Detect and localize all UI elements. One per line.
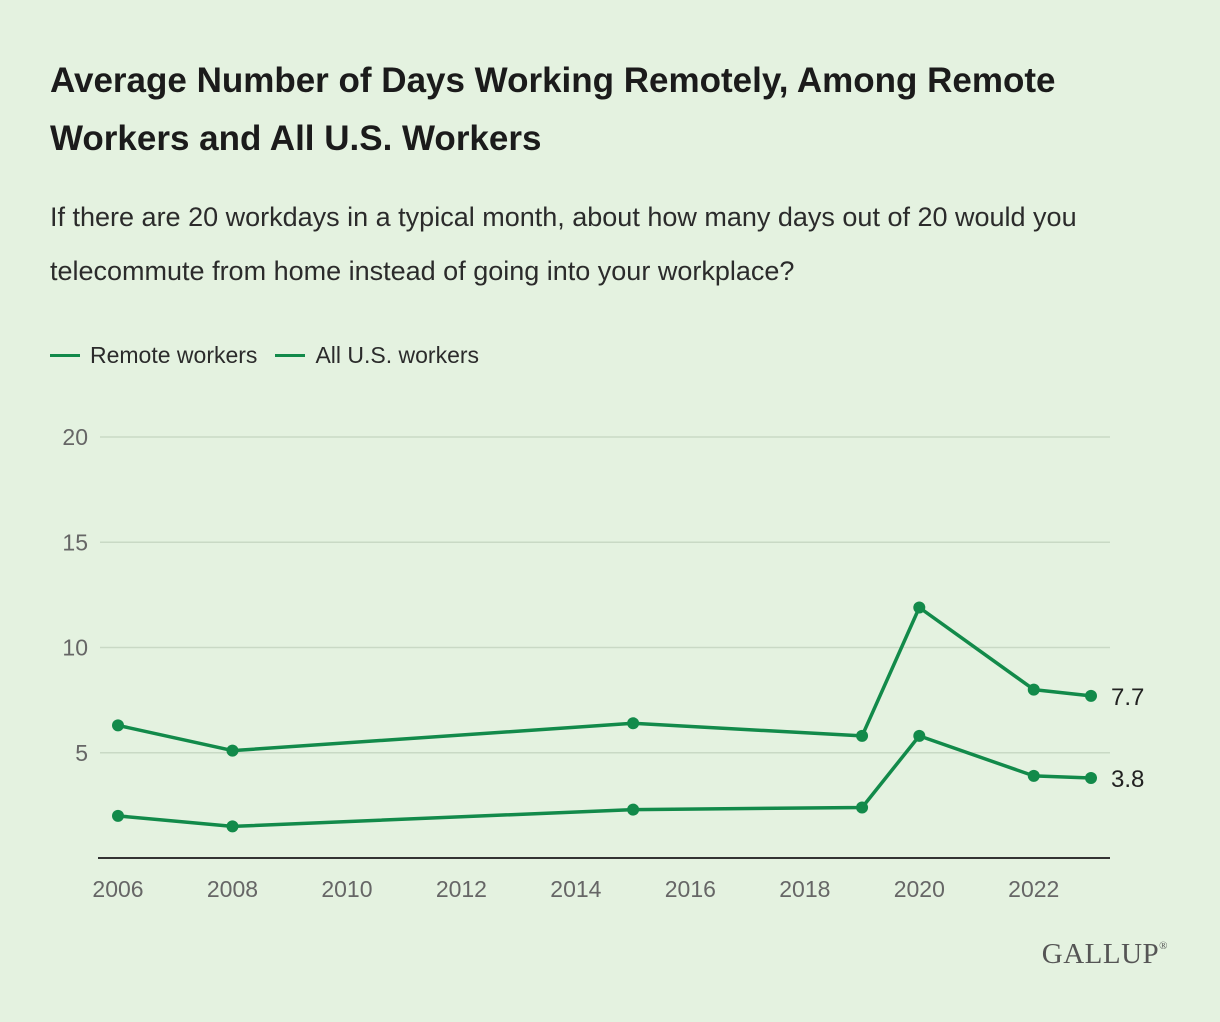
gallup-logo: GALLUP® [1042, 938, 1168, 971]
x-tick-label: 2010 [321, 876, 372, 902]
data-point-all-u-s-workers [112, 809, 124, 822]
data-point-remote-workers [856, 729, 869, 742]
legend-swatch-remote-workers [50, 354, 80, 357]
end-label-all-u-s-workers: 3.8 [1111, 766, 1144, 793]
end-label-remote-workers: 7.7 [1111, 684, 1144, 711]
data-point-remote-workers [1085, 689, 1097, 702]
registered-mark: ® [1159, 940, 1168, 952]
chart-title: Average Number of Days Working Remotely,… [50, 61, 1056, 158]
data-point-remote-workers [112, 719, 124, 732]
legend-label-all-us-workers: All U.S. workers [315, 342, 480, 368]
data-point-remote-workers [627, 717, 640, 730]
data-point-remote-workers [1027, 683, 1040, 696]
x-tick-label: 2014 [550, 876, 601, 902]
y-tick-label: 15 [62, 529, 88, 555]
legend-item-all-us-workers: All U.S. workers [275, 342, 479, 369]
data-point-all-u-s-workers [1027, 769, 1040, 782]
legend-label-remote-workers: Remote workers [90, 342, 258, 368]
x-tick-label: 2006 [92, 876, 143, 902]
x-tick-label: 2016 [665, 876, 716, 902]
legend: Remote workers All U.S. workers [50, 342, 497, 369]
brand-text: GALLUP [1041, 938, 1160, 970]
x-tick-label: 2012 [436, 876, 487, 902]
data-point-all-u-s-workers [913, 729, 926, 742]
y-tick-label: 20 [62, 424, 88, 450]
data-point-all-u-s-workers [1085, 772, 1097, 785]
chart-subtitle: If there are 20 workdays in a typical mo… [50, 202, 1077, 286]
data-point-all-u-s-workers [226, 820, 239, 833]
series-line-remote-workers [117, 605, 1092, 753]
data-point-all-u-s-workers [627, 803, 640, 816]
data-point-remote-workers [226, 744, 239, 757]
data-point-remote-workers [913, 601, 926, 614]
data-point-all-u-s-workers [856, 801, 869, 814]
x-tick-label: 2022 [1008, 876, 1059, 902]
legend-item-remote-workers: Remote workers [50, 342, 257, 369]
y-tick-label: 5 [75, 740, 88, 766]
x-tick-label: 2008 [207, 876, 258, 902]
x-tick-label: 2020 [894, 876, 945, 902]
x-tick-label: 2018 [779, 876, 830, 902]
y-tick-label: 10 [62, 635, 88, 661]
legend-swatch-all-us-workers [275, 354, 306, 357]
